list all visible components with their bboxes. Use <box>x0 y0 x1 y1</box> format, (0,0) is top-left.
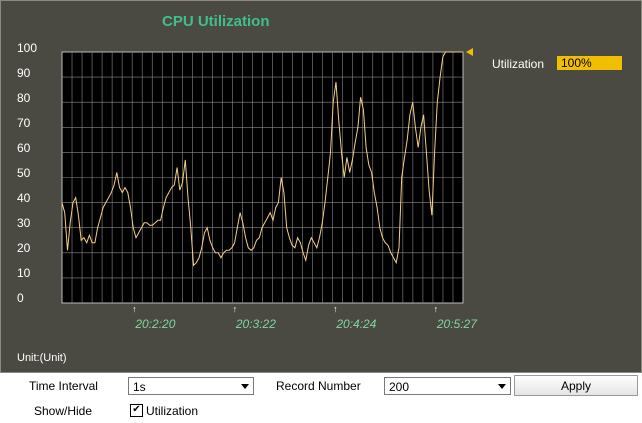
record-number-label: Record Number <box>276 379 361 393</box>
y-tick-label: 20 <box>17 241 31 255</box>
record-number-value: 200 <box>389 380 410 394</box>
time-interval-select[interactable]: 1s <box>128 377 254 395</box>
x-tick-label: 20:5:27 <box>436 317 478 331</box>
legend-label: Utilization <box>492 57 545 71</box>
x-tick-label: 20:4:24 <box>335 317 376 331</box>
x-tick-arrow: ↑ <box>233 304 238 314</box>
utilization-series-line <box>61 51 462 267</box>
legend-value-badge: 100% <box>557 56 622 70</box>
y-tick-label: 50 <box>17 166 31 180</box>
time-interval-label: Time Interval <box>29 379 98 393</box>
utilization-checkbox[interactable]: ✔ <box>130 404 143 417</box>
y-tick-label: 30 <box>17 216 31 230</box>
y-tick-label: 80 <box>17 91 31 105</box>
time-interval-value: 1s <box>133 380 146 394</box>
chart-panel: CPU Utilization 100 90 80 70 60 50 40 30 20 10 0 ↑ 2… <box>0 0 642 373</box>
x-tick-label: 20:3:22 <box>235 317 276 331</box>
x-tick-arrow: ↑ <box>434 304 439 314</box>
x-tick-arrow: ↑ <box>132 304 137 314</box>
y-tick-label: 100 <box>17 41 37 55</box>
y-tick-label: 40 <box>17 191 31 205</box>
chevron-down-icon <box>498 384 506 389</box>
record-number-select[interactable]: 200 <box>384 377 511 395</box>
apply-button[interactable]: Apply <box>514 375 638 396</box>
y-tick-label: 90 <box>17 66 31 80</box>
y-tick-label: 0 <box>17 291 24 305</box>
show-hide-label: Show/Hide <box>34 404 93 418</box>
current-value-marker <box>466 48 473 56</box>
cpu-line-chart: 1009080706050403020100↑20:2:20↑20:3:22↑2… <box>17 41 478 331</box>
x-tick-label: 20:2:20 <box>134 317 175 331</box>
y-tick-label: 10 <box>17 266 31 280</box>
utilization-checkbox-label: Utilization <box>146 404 199 418</box>
unit-label: Unit:(Unit) <box>17 352 67 364</box>
chevron-down-icon <box>241 384 249 389</box>
y-tick-label: 60 <box>17 141 31 155</box>
x-tick-arrow: ↑ <box>333 304 338 314</box>
y-tick-label: 70 <box>17 116 31 130</box>
page-title: CPU Utilization <box>162 13 270 30</box>
